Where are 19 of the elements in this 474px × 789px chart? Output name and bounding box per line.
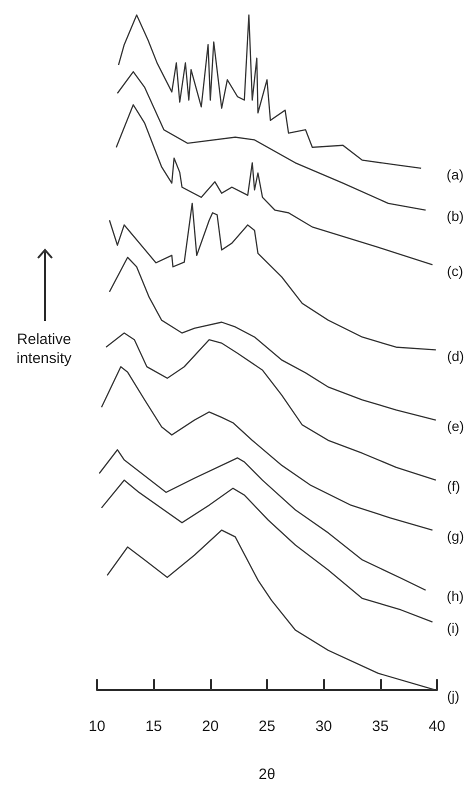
x-tick-label: 30 [315,718,332,735]
x-tick-label: 25 [258,718,276,735]
x-axis-title: 2θ [258,766,276,783]
series-label: (d) [446,348,464,364]
y-axis-title: Relative intensity [15,330,73,368]
series-label: (f) [446,478,460,494]
series-label: (c) [446,262,464,279]
series-label: (b) [446,208,464,224]
series-label: (e) [446,418,464,434]
series-label: (i) [446,620,460,636]
series-label: (a) [446,166,464,182]
x-tick-label: 40 [428,718,446,735]
series-label: (j) [446,688,460,704]
series-label: (h) [446,588,464,604]
x-tick-label: 35 [372,718,389,735]
x-tick-label: 20 [202,718,219,735]
x-tick-label: 10 [88,718,106,735]
series-label: (g) [446,528,464,544]
x-tick-label: 15 [145,718,162,735]
